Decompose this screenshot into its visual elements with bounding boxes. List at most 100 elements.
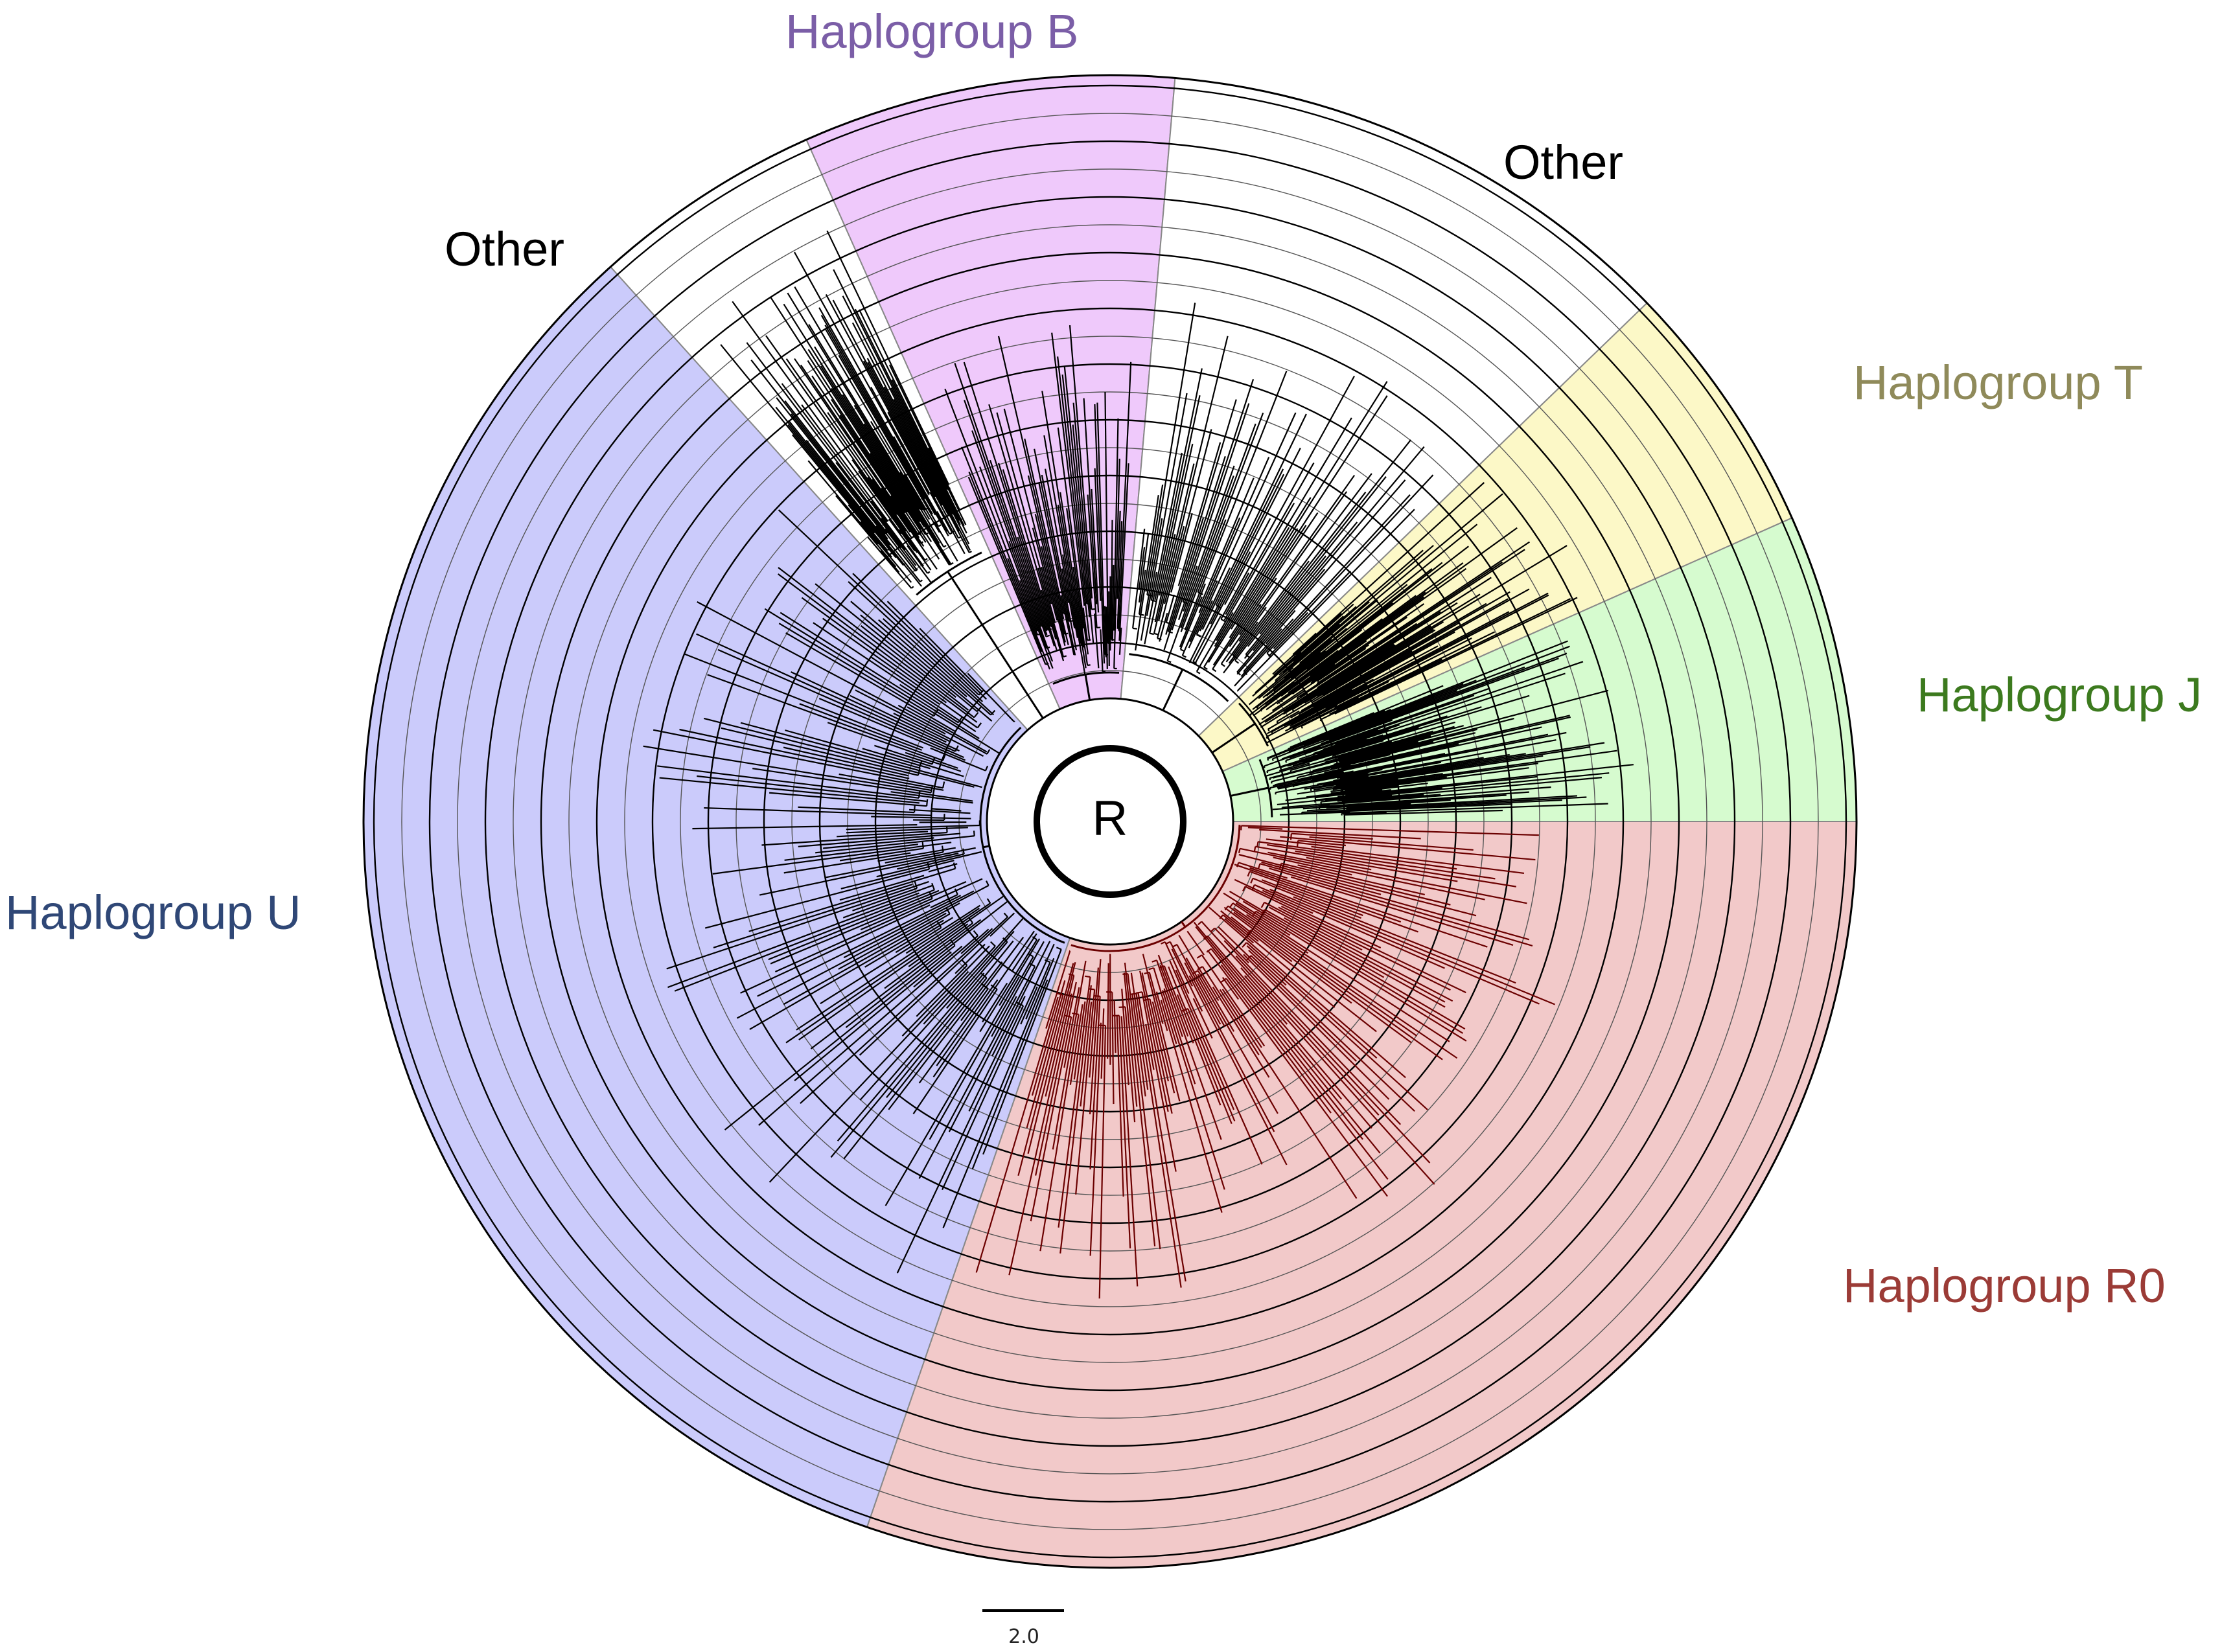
branch-leaf	[749, 913, 951, 1030]
branch-leaf	[1244, 975, 1288, 1025]
branch-leaf	[867, 477, 907, 532]
branch-leaf	[885, 851, 943, 864]
branch-leaf	[746, 342, 917, 566]
branch-join	[1197, 965, 1203, 970]
branch-leaf	[1159, 612, 1168, 642]
branch-leaf	[1320, 598, 1571, 720]
branch-leaf	[903, 474, 926, 511]
branch-join	[1002, 937, 1008, 943]
branch-leaf	[916, 965, 968, 1017]
branch-leaf	[1277, 787, 1442, 806]
branch-leaf	[860, 614, 978, 713]
branch-join	[1247, 871, 1251, 877]
branch-leaf	[1306, 856, 1372, 871]
branch-leaf	[778, 573, 978, 723]
branch-leaf	[1052, 960, 1087, 1150]
branch-leaf	[791, 413, 886, 535]
branch-leaf	[1244, 522, 1358, 660]
branch-leaf	[898, 529, 916, 551]
branch-leaf	[901, 945, 990, 1037]
branch-leaf	[759, 853, 959, 896]
branch-join	[931, 882, 935, 891]
branch-leaf	[1188, 474, 1285, 663]
branch-leaf	[1248, 950, 1287, 986]
branch-leaf	[967, 476, 1047, 665]
branch-leaf	[1333, 739, 1556, 782]
branch-leaf	[1057, 356, 1091, 641]
branch-join	[986, 898, 991, 904]
branch-leaf	[1195, 926, 1381, 1154]
branch-join	[1267, 729, 1270, 731]
branch-leaf	[818, 307, 949, 536]
branch-join	[953, 862, 956, 869]
branch-leaf	[1296, 561, 1503, 699]
branch-leaf	[781, 383, 932, 583]
branch-leaf	[1041, 474, 1078, 650]
branch-join	[1236, 862, 1240, 867]
branch-leaf	[1040, 590, 1057, 639]
branch-leaf	[908, 923, 969, 967]
branch-leaf	[971, 980, 1048, 1170]
branch-leaf	[867, 536, 912, 589]
branch-leaf	[1149, 395, 1201, 634]
branch-leaf	[1165, 399, 1237, 635]
branch-leaf	[1279, 734, 1383, 769]
tree-branches	[643, 230, 1634, 1299]
branch-leaf	[1166, 476, 1234, 661]
branch-leaf	[1113, 1000, 1116, 1053]
branch-leaf	[1272, 644, 1369, 711]
branch-leaf	[1272, 680, 1477, 760]
branch-leaf	[783, 852, 911, 874]
branch-leaf	[724, 945, 956, 1130]
branch-leaf	[1045, 950, 1071, 1029]
branch-leaf	[869, 453, 940, 560]
branch-join	[1270, 781, 1273, 784]
branch-leaf	[808, 324, 945, 547]
branch-leaf	[1100, 1008, 1105, 1079]
clade-label-haplogroup-b: Haplogroup B	[785, 5, 1079, 58]
branch-leaf	[1335, 742, 1605, 786]
branch-leaf	[807, 349, 932, 542]
branch-leaf	[1089, 996, 1101, 1170]
branch-leaf	[1320, 786, 1551, 806]
branch-leaf	[1299, 622, 1459, 715]
branch-leaf	[769, 792, 927, 807]
branch-leaf	[822, 837, 934, 849]
branch-leaf	[1310, 753, 1526, 790]
branch-leaf	[1287, 689, 1353, 726]
branch-leaf	[1225, 978, 1388, 1197]
branch-leaf	[897, 853, 965, 870]
branch-leaf	[1292, 632, 1317, 656]
branch-leaf	[713, 884, 913, 948]
branch-leaf	[1290, 591, 1510, 719]
branch-leaf	[975, 996, 1059, 1273]
branch-leaf	[1288, 527, 1518, 694]
branch-leaf	[1170, 512, 1193, 593]
branch-leaf	[1347, 796, 1587, 810]
branches-other-upper-right	[1129, 303, 1434, 711]
branch-leaf	[1252, 568, 1433, 711]
branch-leaf	[813, 622, 977, 733]
branch-leaf	[1266, 652, 1321, 696]
depth-ring	[596, 307, 1625, 1336]
branch-leaf	[1260, 643, 1394, 728]
branch-leaf	[850, 694, 947, 743]
branch-leaf	[1073, 1001, 1086, 1080]
branch-leaf	[1247, 827, 1283, 830]
branch-leaf	[1341, 750, 1617, 790]
branch-join	[927, 571, 931, 574]
branch-leaf	[736, 884, 989, 1019]
branch-join	[1044, 959, 1051, 963]
branch-leaf	[1235, 902, 1450, 1042]
branch-leaf	[1072, 566, 1089, 666]
branch-join	[1263, 766, 1266, 768]
branch-leaf	[1104, 391, 1109, 643]
branch-stem	[982, 845, 990, 849]
branch-leaf	[1314, 775, 1538, 801]
branch-leaf	[768, 889, 940, 961]
branch-leaf	[1189, 580, 1218, 643]
branch-leaf	[1111, 564, 1115, 641]
branch-leaf	[1295, 612, 1342, 656]
branch-leaf	[1298, 840, 1347, 847]
branch-leaf	[787, 424, 897, 558]
